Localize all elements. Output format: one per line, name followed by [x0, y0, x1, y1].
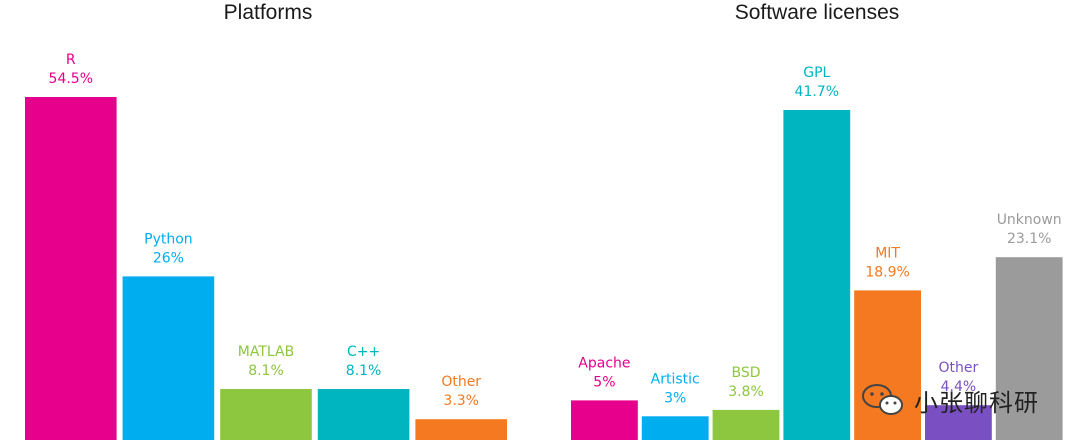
platforms-bar-group: R 54.5% Python 26% MATLAB 8.1% C++ 8.1% Other 3.3…: [25, 52, 507, 440]
licenses-bar-group: Apache 5% Artistic 3% BSD 3.8% GPL 41.7% MIT 18.9…: [571, 65, 1063, 440]
value-label-other: 3.3%: [443, 393, 479, 409]
chart-title-software-licenses: Software licenses: [735, 1, 900, 24]
watermark-text: 小张聊科研: [914, 388, 1039, 417]
bar-apache: [571, 400, 638, 440]
category-label-other: Other: [441, 374, 481, 390]
value-label-artistic: 3%: [664, 390, 686, 406]
chart-title-platforms: Platforms: [224, 1, 313, 24]
value-label-unknown: 23.1%: [1007, 231, 1051, 247]
value-label-gpl: 41.7%: [795, 84, 839, 100]
category-label-cplusplus: C++: [347, 344, 380, 360]
category-label-bsd: BSD: [731, 365, 760, 381]
bar-unknown: [995, 257, 1063, 440]
category-label-matlab: MATLAB: [238, 344, 294, 360]
value-label-other: 4.4%: [941, 379, 977, 395]
bar-artistic: [641, 416, 709, 440]
category-label-other: Other: [939, 360, 979, 376]
bar-other: [925, 405, 992, 440]
category-label-apache: Apache: [578, 355, 630, 371]
value-label-r: 54.5%: [49, 71, 93, 87]
value-label-bsd: 3.8%: [728, 384, 764, 400]
watermark: 小张聊科研: [860, 382, 1039, 418]
value-label-cplusplus: 8.1%: [346, 363, 382, 379]
bar-mit: [854, 290, 921, 440]
category-label-python: Python: [144, 231, 193, 247]
category-label-r: R: [66, 52, 76, 68]
bar-bsd: [712, 409, 780, 440]
category-label-mit: MIT: [875, 245, 900, 261]
bar-cplusplus: [317, 389, 410, 440]
value-label-apache: 5%: [593, 374, 615, 390]
bar-python: [122, 276, 215, 440]
bar-matlab: [220, 389, 312, 440]
bar-gpl: [783, 110, 851, 440]
wechat-icon: [862, 384, 903, 415]
category-label-gpl: GPL: [803, 65, 830, 81]
value-label-matlab: 8.1%: [248, 363, 284, 379]
value-label-python: 26%: [153, 250, 184, 266]
bar-r: [25, 97, 117, 440]
category-label-artistic: Artistic: [651, 371, 700, 387]
value-label-mit: 18.9%: [865, 264, 909, 280]
bar-other: [415, 419, 507, 440]
category-label-unknown: Unknown: [997, 212, 1062, 228]
